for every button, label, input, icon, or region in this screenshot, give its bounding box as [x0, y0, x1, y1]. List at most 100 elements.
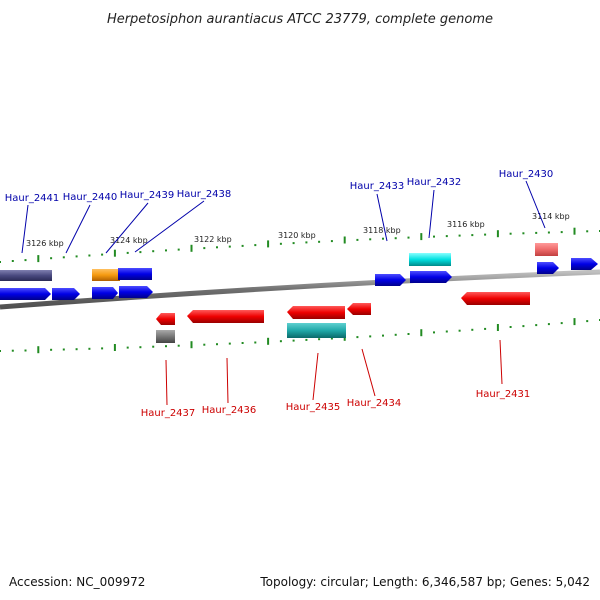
gene-label-haur-2433[interactable]: Haur_2433	[350, 181, 405, 192]
ruler-tick	[152, 250, 155, 253]
ruler-tick	[394, 333, 397, 336]
gene-haur-2436[interactable]	[187, 310, 264, 323]
gene-haur-2433[interactable]	[375, 274, 406, 286]
ruler-tick	[445, 330, 448, 333]
gene-label-haur-2430[interactable]: Haur_2430	[499, 169, 554, 180]
gene-haur-2437[interactable]	[156, 313, 175, 325]
ruler-tick	[190, 244, 193, 252]
gene-haur-2429[interactable]	[571, 258, 598, 270]
ruler-tick	[318, 240, 321, 243]
ruler-tick	[126, 346, 129, 349]
ruler-tick	[11, 349, 14, 352]
ruler-tick	[522, 232, 525, 235]
ruler-tick	[394, 237, 397, 240]
gene-haur-2432[interactable]	[409, 253, 451, 266]
ruler-tick	[484, 327, 487, 330]
ruler-tick	[24, 349, 27, 352]
gene-label-haur-2436[interactable]: Haur_2436	[202, 405, 257, 416]
ruler-tick	[279, 242, 282, 245]
gene-haur-2440b[interactable]	[52, 288, 80, 300]
kbp-label-3114: 3114 kbp	[532, 212, 570, 221]
ruler-tick	[292, 339, 295, 342]
ruler-tick	[407, 333, 410, 335]
ruler-tick	[228, 245, 231, 248]
ruler-tick	[496, 230, 499, 238]
gene-label-haur-2437[interactable]: Haur_2437	[141, 408, 196, 419]
gene-label-haur-2439[interactable]: Haur_2439	[120, 190, 175, 201]
ruler-tick	[11, 260, 14, 262]
ruler-tick	[330, 337, 333, 340]
upper-ruler	[0, 227, 600, 263]
gene-haur-2439b[interactable]	[92, 287, 118, 299]
ruler-tick	[407, 236, 410, 239]
ruler-tick	[139, 251, 142, 254]
ruler-tick	[279, 340, 282, 343]
ruler-tick	[267, 337, 270, 345]
gene-haur-2430[interactable]	[535, 243, 558, 256]
ruler-tick	[535, 231, 538, 234]
ruler-tick	[177, 248, 180, 251]
gene-label-haur-2440[interactable]: Haur_2440	[63, 192, 118, 203]
ruler-tick	[241, 244, 244, 247]
ruler-tick	[433, 331, 435, 334]
gene-haur-2437b[interactable]	[156, 330, 175, 343]
ruler-tick	[573, 227, 576, 235]
gene-haur-2441b[interactable]	[0, 288, 51, 300]
ruler-tick	[101, 347, 104, 350]
ruler-tick	[228, 342, 231, 345]
kbp-label-3126: 3126 kbp	[26, 239, 64, 248]
kbp-label-3124: 3124 kbp	[110, 236, 148, 245]
minus-strand-features	[156, 292, 530, 343]
plus-gene-labels: Haur_2441 Haur_2440 Haur_2439 Haur_2438 …	[5, 169, 554, 204]
ruler-tick	[0, 261, 1, 263]
ruler-tick	[330, 240, 333, 243]
ruler-tick	[75, 255, 78, 258]
ruler-tick	[382, 334, 384, 337]
gene-label-haur-2431[interactable]: Haur_2431	[476, 389, 531, 400]
ruler-tick	[254, 244, 257, 247]
gene-label-haur-2435[interactable]: Haur_2435	[286, 402, 341, 413]
gene-label-haur-2441[interactable]: Haur_2441	[5, 193, 60, 204]
gene-haur-2440[interactable]	[92, 269, 120, 281]
ruler-tick	[547, 323, 550, 326]
gene-haur-2441[interactable]	[0, 270, 52, 281]
ruler-tick	[522, 325, 525, 328]
ruler-tick	[369, 335, 372, 338]
kbp-labels: 3126 kbp 3124 kbp 3122 kbp 3120 kbp 3118…	[26, 212, 570, 248]
gene-haur-2438[interactable]	[119, 286, 153, 298]
gene-haur-2435[interactable]	[287, 306, 345, 319]
kbp-label-3120: 3120 kbp	[278, 231, 316, 240]
genome-summary-text: Topology: circular; Length: 6,346,587 bp…	[259, 575, 590, 589]
ruler-tick	[254, 341, 257, 344]
genome-backbone	[0, 269, 600, 310]
ruler-tick	[37, 255, 40, 263]
gene-haur-2439[interactable]	[118, 268, 152, 280]
ruler-tick	[535, 324, 538, 327]
gene-haur-2432b[interactable]	[410, 271, 452, 283]
gene-haur-2430b[interactable]	[537, 262, 559, 274]
ruler-tick	[560, 231, 563, 234]
gene-label-haur-2438[interactable]: Haur_2438	[177, 189, 232, 200]
ruler-tick	[88, 254, 91, 257]
gene-label-haur-2434[interactable]: Haur_2434	[347, 398, 402, 409]
gene-haur-2431[interactable]	[461, 292, 530, 305]
ruler-tick	[177, 344, 180, 347]
ruler-tick	[62, 348, 65, 351]
ruler-tick	[75, 348, 78, 351]
ruler-tick	[0, 350, 1, 352]
gene-haur-2434[interactable]	[347, 303, 371, 315]
ruler-tick	[458, 234, 461, 237]
ruler-tick	[560, 322, 563, 325]
gene-label-haur-2432[interactable]: Haur_2432	[407, 177, 462, 188]
genome-title: Herpetosiphon aurantiacus ATCC 23779, co…	[107, 12, 493, 27]
plus-leader-lines	[21, 180, 546, 254]
kbp-label-3118: 3118 kbp	[363, 226, 401, 235]
gene-haur-2435b[interactable]	[287, 323, 346, 338]
ruler-tick	[113, 344, 116, 351]
ruler-tick	[126, 251, 129, 254]
ruler-tick	[165, 249, 167, 252]
ruler-tick	[216, 246, 218, 249]
ruler-tick	[305, 338, 308, 341]
ruler-tick	[190, 341, 193, 349]
